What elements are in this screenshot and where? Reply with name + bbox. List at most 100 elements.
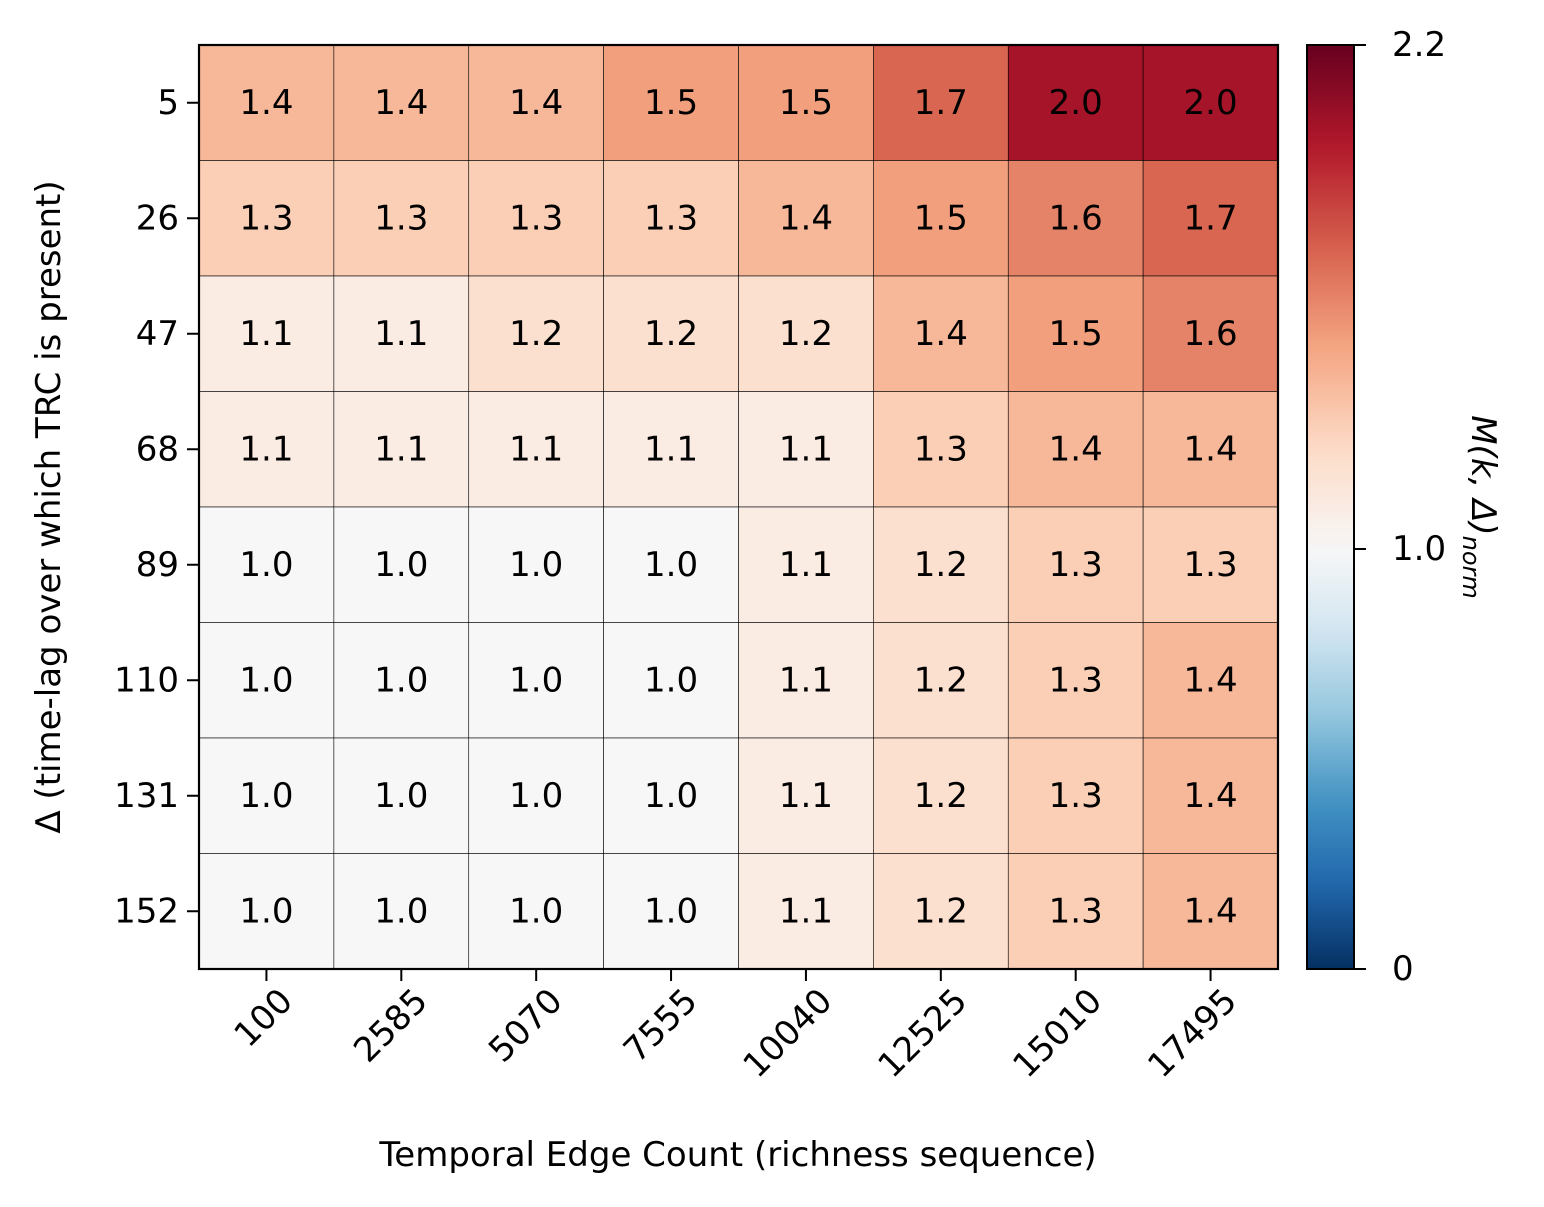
y-tick-label: 47 xyxy=(136,314,179,354)
heatmap-cell xyxy=(873,275,1009,392)
heatmap-cell-value: 1.0 xyxy=(239,545,293,585)
y-tick-label: 26 xyxy=(136,198,179,238)
heatmap-cell xyxy=(333,506,470,623)
heatmap-cell-value: 1.2 xyxy=(779,314,833,354)
x-tick-label: 17495 xyxy=(1140,981,1245,1086)
heatmap-cell-value: 1.3 xyxy=(914,429,968,469)
heatmap-cell xyxy=(468,737,604,854)
heatmap-cell xyxy=(198,391,335,508)
x-tick-label: 100 xyxy=(227,981,301,1055)
y-tick-label: 68 xyxy=(136,429,179,469)
heatmap-cell-value: 1.3 xyxy=(1049,545,1103,585)
y-tick-label: 152 xyxy=(114,891,179,931)
heatmap-cell xyxy=(738,391,874,508)
heatmap-cell xyxy=(333,44,470,161)
heatmap-cell xyxy=(333,275,470,392)
heatmap-cell-value: 1.2 xyxy=(644,314,698,354)
heatmap-cell xyxy=(738,853,874,970)
x-tick-label: 5070 xyxy=(481,981,570,1070)
heatmap-cell-value: 1.1 xyxy=(779,776,833,816)
heatmap-cell-value: 1.1 xyxy=(779,429,833,469)
heatmap-cell-value: 1.0 xyxy=(644,776,698,816)
heatmap-cell xyxy=(1007,506,1144,623)
heatmap-cell xyxy=(873,622,1009,739)
colorbar-ticks: 0 1.0 2.2 xyxy=(1354,25,1446,989)
x-tick-label: 10040 xyxy=(736,981,841,1086)
heatmap-cell-value: 1.2 xyxy=(509,314,563,354)
x-tick-label: 2585 xyxy=(346,981,435,1070)
heatmap-cell xyxy=(738,160,874,277)
x-axis-ticks: 100 2585 5070 7555 10040 12525 15010 17495 xyxy=(227,969,1245,1086)
heatmap-cell xyxy=(468,275,604,392)
heatmap-cell-value: 1.0 xyxy=(239,776,293,816)
heatmap-cell-value: 1.5 xyxy=(779,83,833,123)
colorbar-label-main: M(k, Δ) xyxy=(1463,415,1503,535)
heatmap-cell-value: 1.4 xyxy=(914,314,968,354)
heatmap-cell-value: 1.5 xyxy=(914,198,968,238)
heatmap-cell-value: 1.3 xyxy=(644,198,698,238)
heatmap-cell-value: 1.3 xyxy=(239,198,293,238)
heatmap-cell-value: 1.7 xyxy=(1184,198,1238,238)
heatmap-cell-value: 1.0 xyxy=(509,660,563,700)
heatmap-cell xyxy=(1007,737,1144,854)
y-axis-label: Δ (time-lag over which TRC is present) xyxy=(29,180,69,833)
heatmap-cell xyxy=(603,622,739,739)
heatmap-cell xyxy=(603,44,739,161)
heatmap-cell-value: 1.1 xyxy=(509,429,563,469)
heatmap-cell-value: 1.2 xyxy=(914,891,968,931)
heatmap-cell-value: 1.1 xyxy=(239,314,293,354)
heatmap-cell-value: 1.3 xyxy=(509,198,563,238)
colorbar-label: M(k, Δ)norm xyxy=(1457,415,1503,599)
heatmap-cell-value: 1.0 xyxy=(374,891,428,931)
heatmap-cell xyxy=(603,275,739,392)
heatmap-cell-value: 1.1 xyxy=(779,660,833,700)
heatmap-cell xyxy=(1007,44,1144,161)
heatmap-cell-value: 1.1 xyxy=(374,429,428,469)
heatmap-cell-value: 1.3 xyxy=(1049,776,1103,816)
heatmap-cell-value: 1.5 xyxy=(1049,314,1103,354)
y-tick-label: 89 xyxy=(136,545,179,585)
heatmap-cell-value: 1.1 xyxy=(779,891,833,931)
heatmap-cell-value: 1.0 xyxy=(374,776,428,816)
heatmap-cell-value: 1.1 xyxy=(644,429,698,469)
y-tick-label: 131 xyxy=(114,776,179,816)
heatmap-cell xyxy=(333,737,470,854)
heatmap-cell-value: 1.5 xyxy=(644,83,698,123)
y-axis-ticks: 5 26 47 68 89 110 131 152 xyxy=(114,83,199,931)
heatmap-cell xyxy=(1142,737,1279,854)
heatmap-cell-value: 1.2 xyxy=(914,545,968,585)
colorbar-tick-label: 0 xyxy=(1392,949,1414,989)
heatmap-cell-value: 1.0 xyxy=(239,660,293,700)
heatmap-cell xyxy=(738,44,874,161)
y-tick-label: 5 xyxy=(157,83,179,123)
heatmap-cell-value: 1.4 xyxy=(374,83,428,123)
heatmap-cell-value: 1.0 xyxy=(239,891,293,931)
heatmap-cell xyxy=(333,160,470,277)
heatmap-cell-value: 1.2 xyxy=(914,660,968,700)
x-tick-label: 12525 xyxy=(870,981,975,1086)
heatmap-cell-value: 1.6 xyxy=(1049,198,1103,238)
heatmap-cell xyxy=(1142,853,1279,970)
heatmap-cell-value: 1.0 xyxy=(644,891,698,931)
heatmap-cell xyxy=(333,391,470,508)
colorbar xyxy=(1306,44,1355,970)
colorbar-tick-label: 2.2 xyxy=(1392,25,1446,65)
heatmap-cell xyxy=(198,737,335,854)
heatmap-cell-value: 1.3 xyxy=(1049,891,1103,931)
heatmap-cell xyxy=(738,737,874,854)
heatmap-cell xyxy=(1007,275,1144,392)
heatmap-cell-value: 2.0 xyxy=(1184,83,1238,123)
heatmap-cell xyxy=(873,160,1009,277)
heatmap-cell xyxy=(1007,622,1144,739)
heatmap-cell xyxy=(1007,391,1144,508)
heatmap-cell-value: 1.3 xyxy=(374,198,428,238)
heatmap-cell xyxy=(738,622,874,739)
heatmap-cell-value: 1.3 xyxy=(1049,660,1103,700)
heatmap-cell-value: 1.1 xyxy=(779,545,833,585)
heatmap-cell xyxy=(1142,506,1279,623)
x-tick-label: 7555 xyxy=(616,981,705,1070)
colorbar-tick-label: 1.0 xyxy=(1392,529,1446,569)
heatmap-cell-value: 1.0 xyxy=(509,776,563,816)
heatmap-cell xyxy=(1007,160,1144,277)
